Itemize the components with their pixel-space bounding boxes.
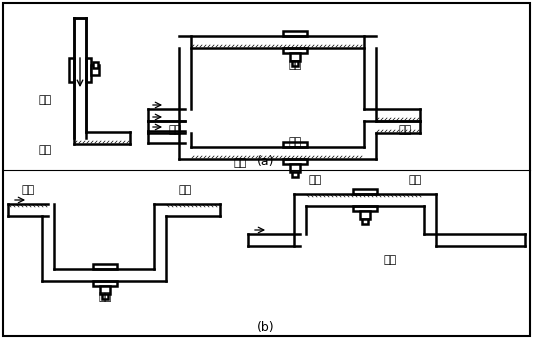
Text: 错误: 错误 [288, 137, 302, 147]
Text: (b): (b) [257, 321, 275, 335]
Bar [283, 31, 307, 36]
Text: (a): (a) [257, 156, 274, 168]
Bar [292, 61, 298, 66]
Bar [283, 159, 307, 164]
Text: 正确: 正确 [99, 292, 111, 302]
Bar [353, 206, 377, 211]
Bar [69, 58, 74, 82]
Bar [362, 219, 368, 224]
Bar [292, 172, 298, 177]
Bar [93, 264, 117, 269]
Bar [283, 48, 307, 53]
Bar [91, 65, 99, 75]
Text: 气泡: 气泡 [408, 175, 422, 185]
Text: 气泡: 气泡 [309, 175, 321, 185]
Text: 液体: 液体 [233, 158, 247, 168]
Bar [86, 58, 91, 82]
Bar [100, 286, 110, 294]
Bar [102, 294, 108, 299]
Text: 液体: 液体 [38, 145, 52, 155]
Bar [290, 53, 300, 61]
Text: 气泡: 气泡 [21, 185, 35, 195]
Bar [360, 211, 370, 219]
Bar [93, 62, 98, 68]
Text: 错误: 错误 [383, 255, 397, 265]
Bar [93, 281, 117, 286]
Text: 液体: 液体 [168, 125, 182, 135]
Text: 气泡: 气泡 [179, 185, 192, 195]
Text: 正确: 正确 [288, 60, 302, 70]
Text: 液体: 液体 [398, 125, 411, 135]
Text: 正确: 正确 [38, 95, 52, 105]
Bar [290, 164, 300, 172]
Bar [283, 142, 307, 147]
Bar [353, 189, 377, 194]
